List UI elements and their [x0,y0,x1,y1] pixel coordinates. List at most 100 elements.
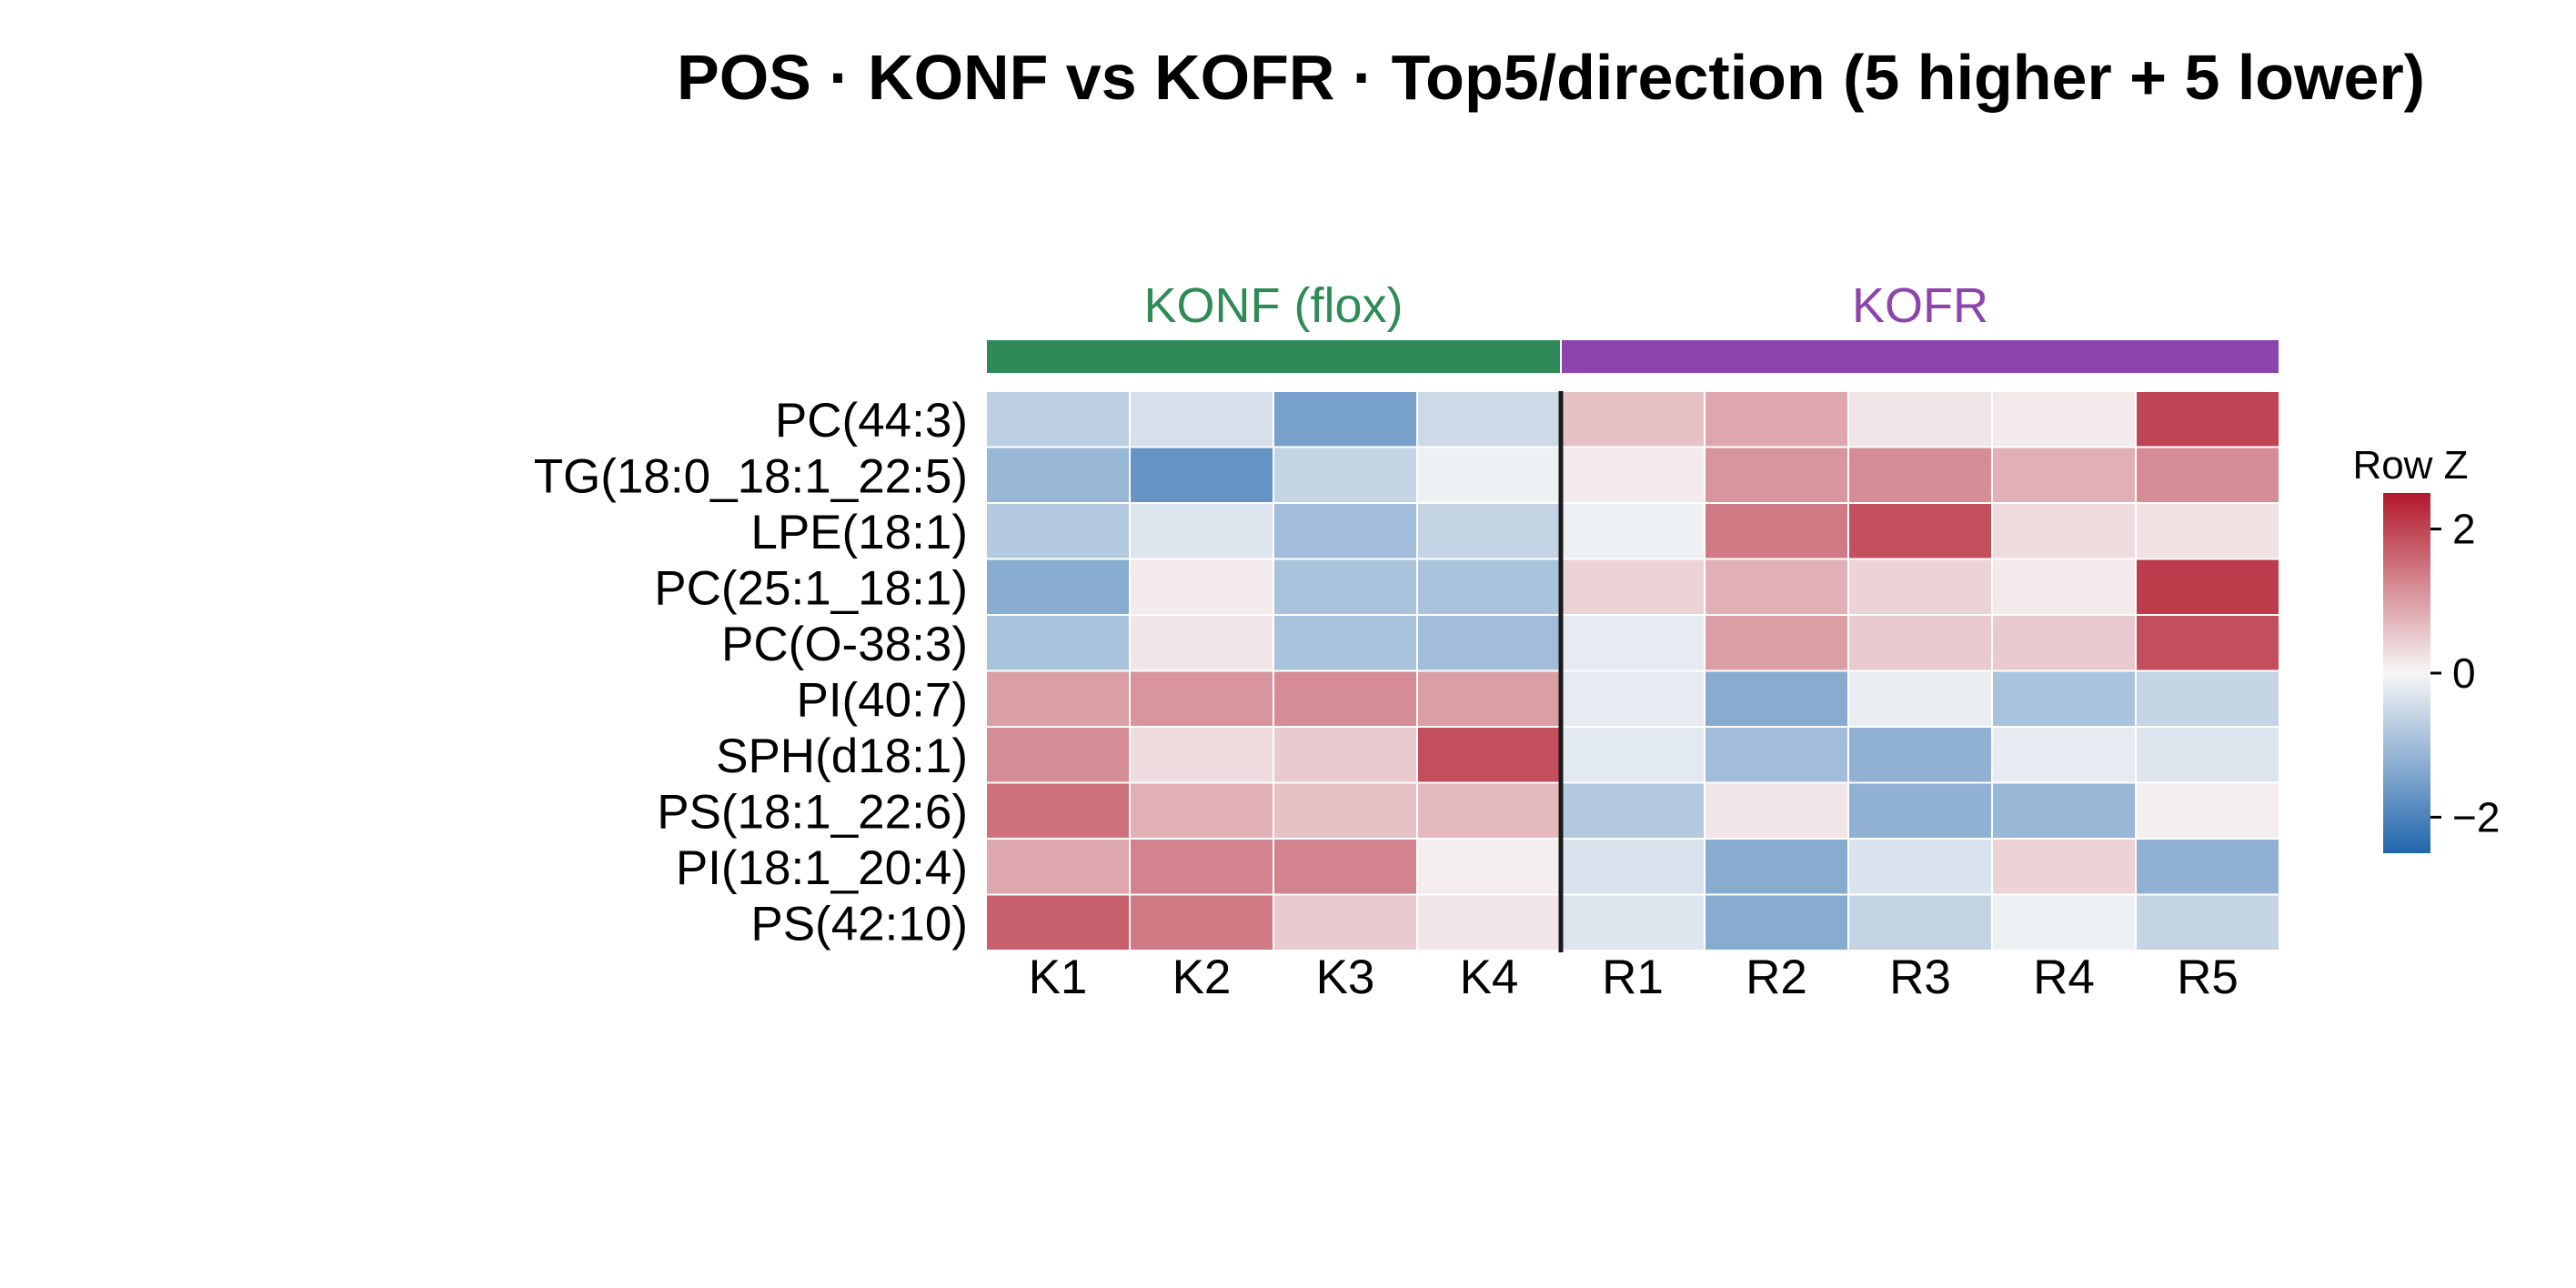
heatmap-cell [1129,781,1274,840]
heatmap-cell [2135,558,2280,616]
heatmap-cell [985,669,1131,728]
heatmap-cell [1847,669,1993,728]
heatmap-cell [1704,838,1849,896]
colorbar-tick-label: 2 [2452,506,2476,553]
heatmap-cell [2135,893,2280,951]
row-label: PC(44:3) [775,394,968,448]
heatmap-cell [1560,669,1706,728]
colorbar-label: Row Z [2352,443,2468,488]
heatmap-cell [985,446,1131,504]
heatmap-cell [1991,502,2137,560]
heatmap-cell [1560,726,1706,784]
heatmap-cell [1129,893,1274,951]
heatmap-cell [985,781,1131,840]
heatmap-cell [1560,502,1706,560]
heatmap-cell [2135,614,2280,672]
heatmap-cell [985,838,1131,896]
heatmap-cell [1416,726,1562,784]
row-label: PI(40:7) [796,673,968,727]
heatmap-cell [2135,390,2280,448]
heatmap-cell [1273,726,1418,784]
heatmap-cell [1991,781,2137,840]
column-label: R5 [2177,951,2239,1004]
heatmap-cell [1416,502,1562,560]
heatmap-cell [1416,893,1562,951]
group-bar-0 [987,340,1560,373]
heatmap-cell [1129,614,1274,672]
heatmap-cell [1704,893,1849,951]
row-label: PC(25:1_18:1) [654,561,968,615]
heatmap-cell [1991,838,2137,896]
heatmap-cell [1991,614,2137,672]
heatmap-cell [2135,502,2280,560]
heatmap-cell [985,390,1131,448]
heatmap-cell [1416,614,1562,672]
heatmap-cell [1704,781,1849,840]
heatmap-cell [1704,446,1849,504]
column-label: K3 [1316,951,1375,1004]
heatmap-cell [1273,838,1418,896]
group-label-0: KONF (flox) [1143,278,1403,333]
heatmap-cell [1416,669,1562,728]
heatmap-cell [1704,558,1849,616]
group-bar-1 [1562,340,2279,373]
colorbar-tick-label: 0 [2452,649,2476,697]
heatmap-cell [1416,781,1562,840]
group-annotation: KONF (flox) KOFR [987,278,2279,373]
colorbar-gradient [2383,493,2430,853]
column-label: R1 [1602,951,1664,1004]
column-label: R4 [2033,951,2095,1004]
heatmap-cell [1416,838,1562,896]
heatmap-cell [2135,838,2280,896]
heatmap-cell [1129,669,1274,728]
heatmap-cell [1129,390,1274,448]
heatmap-cell [1273,446,1418,504]
chart-title: POS · KONF vs KOFR · Top5/direction (5 h… [677,42,2425,113]
heatmap-cell [1847,893,1993,951]
column-label: K1 [1029,951,1088,1004]
heatmap-cell [1560,446,1706,504]
heatmap-cell [1416,390,1562,448]
column-labels: K1 K2 K3 K4 R1 R2 R3 R4 R5 [1029,951,2239,1004]
heatmap-cell [1847,558,1993,616]
row-label: SPH(d18:1) [716,730,968,783]
colorbar: Row Z 2 0 −2 [2352,443,2500,853]
heatmap-cell [1129,726,1274,784]
row-label: PS(42:10) [750,897,968,951]
row-label: PC(O-38:3) [721,618,968,671]
heatmap-cell [1416,558,1562,616]
heatmap-cell [1273,502,1418,560]
heatmap-cell [1991,446,2137,504]
heatmap-cell [1847,502,1993,560]
heatmap-cell [1416,446,1562,504]
row-label: PS(18:1_22:6) [657,785,968,839]
heatmap-cell [1129,558,1274,616]
heatmap-cell [1991,558,2137,616]
heatmap-cell [1273,558,1418,616]
heatmap-cell [2135,669,2280,728]
heatmap-cell [985,614,1131,672]
heatmap-cell [1991,726,2137,784]
heatmap-cell [1991,390,2137,448]
row-label: TG(18:0_18:1_22:5) [534,449,968,503]
column-label: R3 [1889,951,1951,1004]
heatmap-cell [1560,781,1706,840]
row-label: LPE(18:1) [750,506,968,559]
heatmap-cell [1560,838,1706,896]
heatmap-cell [985,558,1131,616]
heatmap-cell [1273,390,1418,448]
heatmap-cell [1560,614,1706,672]
heatmap-cell [1704,669,1849,728]
heatmap-cell [1560,558,1706,616]
column-label: K4 [1460,951,1519,1004]
heatmap-cell [1704,390,1849,448]
heatmap-cell [1847,838,1993,896]
heatmap-cell [1991,893,2137,951]
row-label: PI(18:1_20:4) [676,841,968,895]
heatmap-cell [1560,893,1706,951]
row-labels: PC(44:3)TG(18:0_18:1_22:5)LPE(18:1)PC(25… [534,394,968,951]
heatmap-cell [2135,726,2280,784]
heatmap-cells [985,390,2280,951]
heatmap-cell [1704,502,1849,560]
